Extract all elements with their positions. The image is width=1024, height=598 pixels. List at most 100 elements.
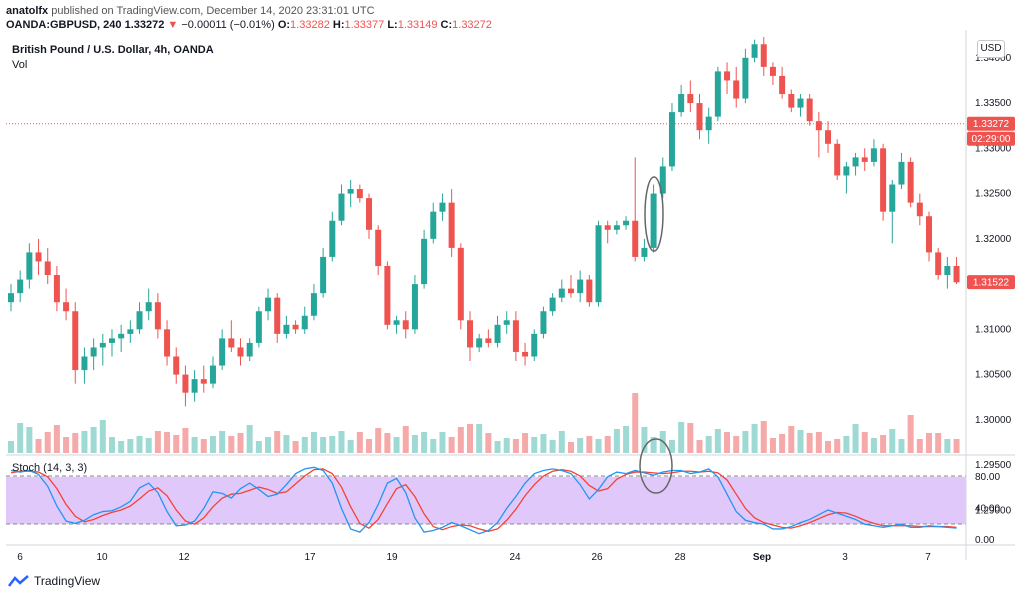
volume-bar xyxy=(99,420,106,453)
price-badge-label: 02:29:00 xyxy=(972,134,1011,145)
candle-body xyxy=(127,329,134,334)
candle-body xyxy=(72,311,79,371)
volume-bar xyxy=(375,428,382,453)
candle-body xyxy=(797,98,804,108)
candle-body xyxy=(81,356,88,371)
price-change: −0.00011 (−0.01%) xyxy=(181,19,275,31)
author-name[interactable]: anatolfx xyxy=(6,5,49,17)
price-tick-label: 1.33500 xyxy=(975,98,1012,109)
candle-body xyxy=(237,347,244,357)
candle-body xyxy=(668,112,675,167)
volume-bar xyxy=(567,442,574,453)
volume-bar xyxy=(751,424,758,453)
time-tick-label: 17 xyxy=(304,552,316,563)
candle-body xyxy=(880,148,887,212)
volume-bar xyxy=(503,438,510,453)
volume-bar xyxy=(623,426,630,453)
volume-bar xyxy=(889,429,896,453)
candle-body xyxy=(320,256,327,294)
volume-bar xyxy=(457,427,464,453)
volume-bar xyxy=(935,433,942,453)
candle-body xyxy=(788,94,795,108)
low-value: 1.33149 xyxy=(397,19,438,31)
chart-title: British Pound / U.S. Dollar, 4h, OANDA xyxy=(12,44,214,56)
candle-body xyxy=(411,284,418,330)
volume-bar xyxy=(586,436,593,453)
footer-brand[interactable]: TradingView xyxy=(8,574,100,588)
volume-bar xyxy=(35,439,42,453)
volume-bar xyxy=(44,432,51,453)
candle-body xyxy=(935,252,942,276)
currency-button[interactable]: USD xyxy=(977,40,1005,58)
volume-bar xyxy=(870,438,877,453)
candle-body xyxy=(623,220,630,226)
candle-body xyxy=(522,351,529,357)
volume-bar xyxy=(613,429,620,453)
candle-body xyxy=(503,320,510,325)
stoch-k-line xyxy=(10,466,957,535)
candle-body xyxy=(687,94,694,104)
candle-body xyxy=(751,44,758,58)
time-axis: 6 10 12 17 19 24 26 28 Sep 3 7 xyxy=(17,552,931,563)
time-tick-label: 3 xyxy=(842,552,848,563)
candle-body xyxy=(512,320,519,352)
candle-body xyxy=(834,143,841,176)
volume-bar xyxy=(329,436,336,453)
candle-body xyxy=(457,247,464,321)
time-tick-label: 26 xyxy=(591,552,603,563)
candle-body xyxy=(402,320,409,330)
volume-bar xyxy=(17,423,24,453)
candle-body xyxy=(44,261,51,276)
volume-bar xyxy=(696,440,703,453)
volume-bar xyxy=(393,437,400,453)
candle-body xyxy=(714,71,721,117)
price-tick-label: 1.31000 xyxy=(975,324,1012,335)
volume-bar xyxy=(733,436,740,453)
symbol-label[interactable]: OANDA:GBPUSD, 240 xyxy=(6,19,122,31)
stoch-axis: 80.00 40.00 0.00 xyxy=(975,472,1000,546)
volume-bar xyxy=(347,440,354,453)
candle-body xyxy=(347,189,354,194)
price-tick-label: 1.30000 xyxy=(975,415,1012,426)
candle-body xyxy=(439,202,446,212)
candle-body xyxy=(173,356,180,375)
stoch-tick-label: 40.00 xyxy=(975,503,1000,514)
candle-body xyxy=(870,148,877,162)
candle-body xyxy=(375,229,382,266)
candle-body xyxy=(292,324,299,330)
time-tick-label: Sep xyxy=(753,552,771,563)
candle-body xyxy=(53,275,60,303)
candle-body xyxy=(301,315,308,330)
volume-bar xyxy=(531,437,538,453)
close-value: 1.33272 xyxy=(452,19,492,31)
price-badge-label: 1.33272 xyxy=(973,119,1010,130)
annotation-ellipse-price xyxy=(644,176,664,252)
candle-body xyxy=(219,338,226,366)
candle-body xyxy=(384,265,391,325)
candle-body xyxy=(448,202,455,248)
candle-body xyxy=(136,311,143,330)
time-tick-label: 28 xyxy=(674,552,686,563)
volume-bar xyxy=(485,433,492,453)
high-value: 1.33377 xyxy=(344,19,385,31)
candle-body xyxy=(329,220,336,257)
volume-bar xyxy=(760,421,767,453)
volume-bar xyxy=(255,441,262,453)
price-badge xyxy=(967,131,1015,146)
stoch-lines xyxy=(10,466,957,535)
high-label: H: xyxy=(332,19,345,31)
volume-bar xyxy=(191,437,198,453)
volume-bar xyxy=(788,426,795,453)
time-tick-label: 6 xyxy=(17,552,23,563)
volume-bar xyxy=(402,426,409,453)
volume-bar xyxy=(53,425,60,453)
annotation-ellipse-stoch xyxy=(639,438,673,494)
volume-bar xyxy=(512,439,519,453)
candle-body xyxy=(907,161,914,203)
price-tick-label: 1.34000 xyxy=(975,53,1012,64)
volume-bar xyxy=(136,436,143,453)
candle-body xyxy=(760,44,767,67)
volume-bar xyxy=(825,441,832,453)
price-badges: 1.33272 02:29:00 1.31522 xyxy=(967,116,1015,290)
